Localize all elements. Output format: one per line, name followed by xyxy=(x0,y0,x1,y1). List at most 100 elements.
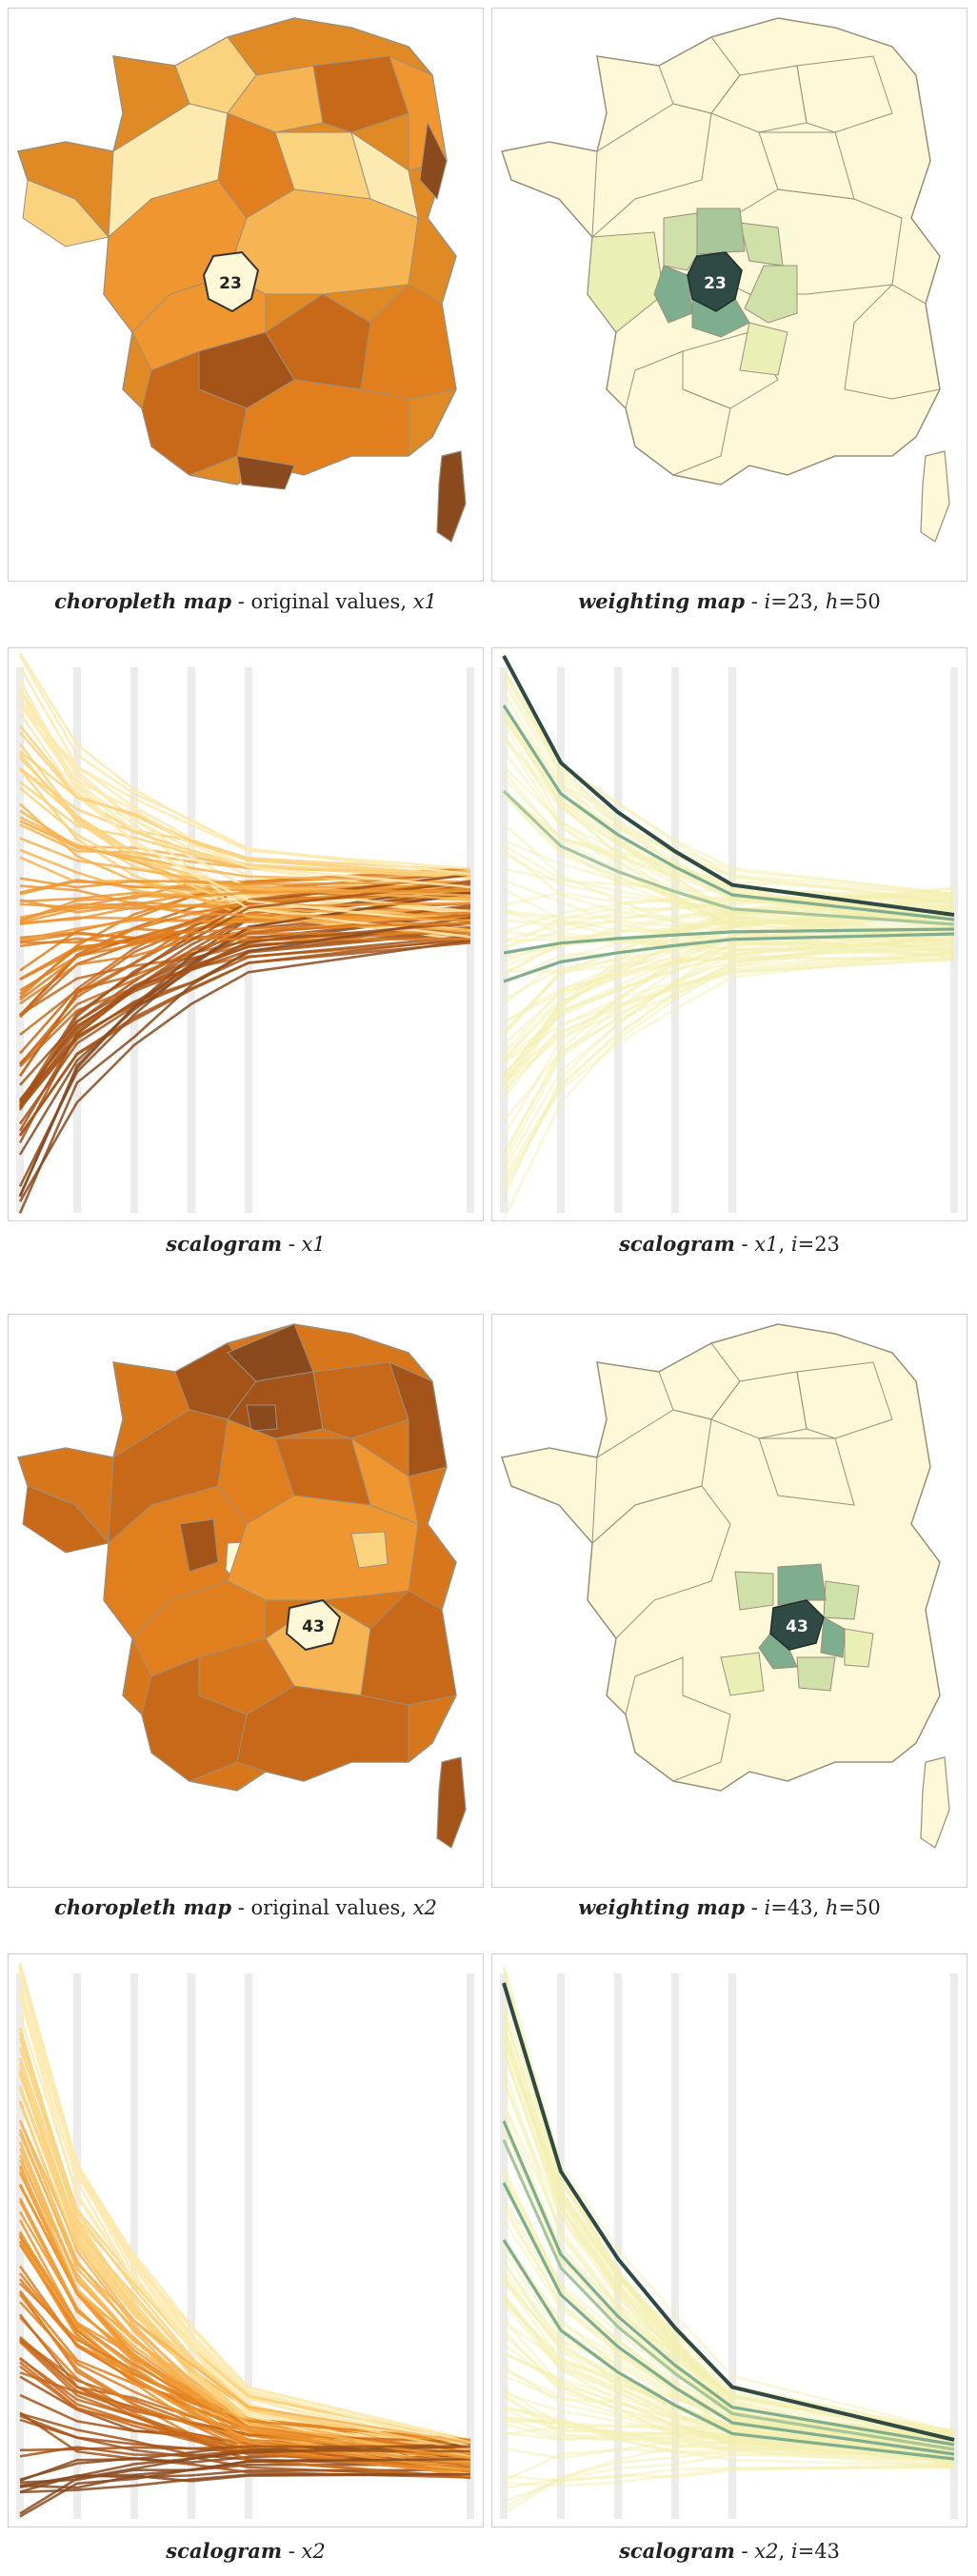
scalogram-line xyxy=(18,1972,471,2447)
scalogram-line xyxy=(502,2039,955,2447)
scalogram-line xyxy=(18,921,471,1101)
scalogram-line xyxy=(503,790,955,896)
scalogram-line xyxy=(503,910,955,957)
scalogram-line xyxy=(503,2466,955,2483)
scalogram-line xyxy=(502,2068,955,2465)
scalogram-line xyxy=(502,2024,955,2467)
scalogram-line xyxy=(503,2449,955,2490)
scalogram-line xyxy=(503,958,955,1063)
scalogram-line xyxy=(502,921,955,1061)
france-map-shape xyxy=(17,1323,467,1849)
scalogram-line xyxy=(502,931,955,1178)
scalogram-line xyxy=(503,957,955,973)
weighting-map-1: 23 xyxy=(501,17,950,543)
scalogram-line xyxy=(503,2408,955,2438)
france-map-shape xyxy=(501,1323,950,1849)
scalogram-line xyxy=(502,2296,955,2468)
scalogram-line xyxy=(18,703,471,889)
scalogram-line xyxy=(503,2466,955,2488)
scalogram-line xyxy=(502,793,955,939)
scalogram-line xyxy=(19,2301,471,2456)
scalogram-line xyxy=(502,2329,955,2469)
scale-bar xyxy=(671,667,679,1213)
scalogram-line xyxy=(19,848,471,920)
scalogram-line xyxy=(19,884,471,922)
scalogram-line xyxy=(502,921,955,1172)
scalogram-line xyxy=(502,2278,955,2454)
scalogram-line xyxy=(19,2414,471,2478)
scalogram-caption-1: scalogram - x1 xyxy=(166,1232,326,1256)
scalogram-line xyxy=(503,938,955,953)
scalogram-1 xyxy=(16,652,474,1214)
scalogram-line xyxy=(502,2270,955,2451)
scalogram-caption-2: scalogram - x2 xyxy=(166,2539,326,2563)
scalogram-line xyxy=(502,705,955,940)
scalogram-line xyxy=(503,2415,955,2441)
scalogram-line xyxy=(502,907,955,1060)
scalogram-line xyxy=(18,930,471,1125)
scalogram-line xyxy=(503,2368,955,2450)
scalogram-line xyxy=(502,1965,955,2433)
scalogram-line xyxy=(503,928,955,1001)
scalogram-line xyxy=(502,770,955,945)
scalogram-line xyxy=(503,2405,955,2458)
scalogram-line xyxy=(503,936,955,1062)
scalogram-line xyxy=(503,908,955,962)
scalogram-line xyxy=(19,820,471,883)
scale-bar xyxy=(950,667,958,1213)
scalogram-line xyxy=(503,2351,955,2441)
scalogram-line xyxy=(19,803,471,933)
weighting-map-2: 43 xyxy=(501,1323,950,1849)
scalogram-line xyxy=(503,2406,955,2448)
scalogram-line xyxy=(502,716,955,916)
scalogram-weighted-panel-2 xyxy=(491,1953,967,2527)
scalogram-line xyxy=(502,792,955,934)
scalogram-line xyxy=(502,2262,955,2440)
scalogram-line xyxy=(18,935,471,1110)
scale-bar xyxy=(728,1973,736,2519)
scalogram-line xyxy=(19,2365,471,2468)
scalogram-line xyxy=(18,665,471,898)
choropleth-map-panel-1: 23 xyxy=(8,8,484,582)
scalogram-line xyxy=(503,887,955,947)
scalogram-line xyxy=(19,781,471,880)
scalogram-line xyxy=(503,950,955,1080)
scalogram-line xyxy=(503,2395,955,2467)
neighbor-line xyxy=(502,2182,955,2456)
scalogram-line xyxy=(502,906,955,1198)
scalogram-line xyxy=(502,2103,955,2455)
choropleth-map-panel-2: 43 xyxy=(8,1314,484,1888)
scalogram-line xyxy=(502,2081,955,2435)
scalogram-line xyxy=(502,2297,955,2451)
weighting-map-caption-1: weighting map - i=23, h=50 xyxy=(578,589,881,613)
scale-bar xyxy=(73,667,81,1213)
scalogram-line xyxy=(502,2292,955,2457)
scalogram-line xyxy=(503,913,955,977)
choropleth-map-2: 43 xyxy=(17,1323,467,1849)
scalogram-line xyxy=(503,2422,955,2462)
scalogram-line xyxy=(503,843,955,921)
scalogram-line xyxy=(19,750,471,872)
scalogram-line xyxy=(503,2446,955,2461)
neighbor-line xyxy=(502,2139,955,2451)
scalogram-line xyxy=(502,2012,955,2433)
scalogram-line xyxy=(503,2342,955,2453)
scalogram-line xyxy=(502,2250,955,2467)
scalogram-line xyxy=(502,749,955,939)
region-marker-label: 23 xyxy=(219,274,242,293)
scalogram-line xyxy=(503,2391,955,2447)
scalogram-line xyxy=(502,737,955,921)
scalogram-line xyxy=(502,2175,955,2465)
scalogram-line xyxy=(502,2303,955,2464)
scalogram-line xyxy=(503,957,955,1084)
scalogram-weighted-1 xyxy=(500,651,958,1220)
scalogram-weighted-panel-1 xyxy=(491,647,967,1221)
scalogram-line xyxy=(18,2210,471,2460)
scalogram-line xyxy=(502,690,955,903)
scalogram-line xyxy=(19,2472,471,2489)
scalogram-line xyxy=(502,927,955,1165)
scalogram-line xyxy=(502,2052,955,2442)
scalogram-panel-2 xyxy=(8,1953,484,2527)
scalogram-line xyxy=(502,932,955,1046)
france-map-shape xyxy=(501,17,950,543)
